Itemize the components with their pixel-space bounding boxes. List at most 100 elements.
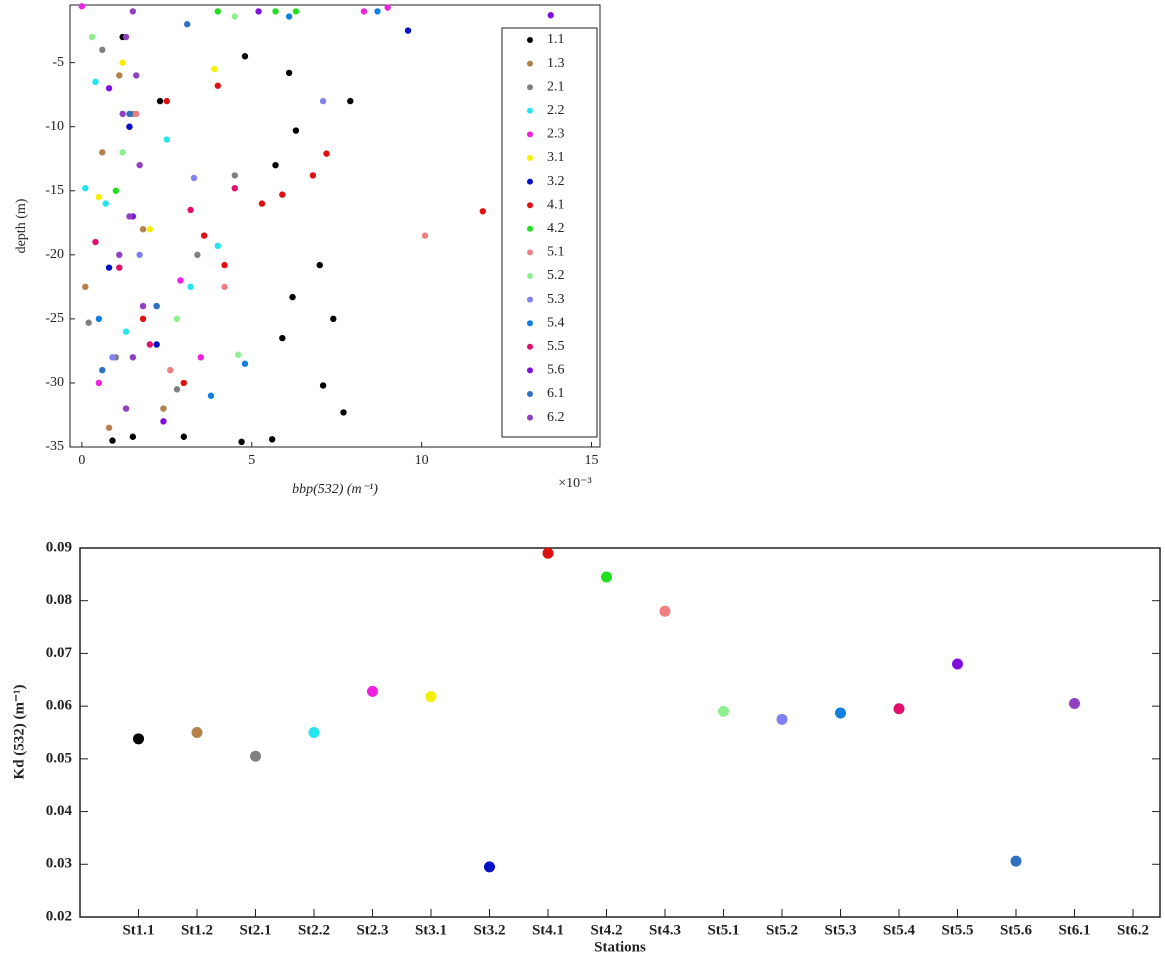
point (374, 8, 381, 15)
point (102, 200, 109, 207)
point (139, 315, 147, 323)
point (112, 187, 120, 194)
point (542, 547, 554, 559)
point (221, 283, 228, 291)
point (139, 302, 147, 310)
x-tick-label: St1.2 (181, 922, 213, 938)
point (129, 433, 137, 440)
legend-label: 5.6 (547, 363, 565, 378)
legend-marker (527, 249, 533, 256)
point (126, 123, 133, 130)
point (197, 354, 205, 361)
point (109, 354, 116, 361)
point (122, 328, 130, 335)
x-tick-label: 10 (415, 453, 429, 468)
point (893, 703, 905, 715)
point (285, 69, 293, 77)
point (1069, 698, 1080, 710)
x-tick-label: St5.6 (1000, 922, 1033, 938)
point (82, 185, 89, 192)
y-axis-label: depth (m) (14, 198, 29, 253)
point (163, 136, 171, 143)
point (231, 13, 238, 20)
point (105, 264, 113, 271)
point (234, 351, 242, 358)
point (122, 405, 130, 412)
point (241, 360, 249, 367)
legend-label: 4.1 (547, 197, 565, 212)
point (146, 226, 154, 233)
point (156, 97, 164, 105)
point (126, 110, 133, 118)
point (200, 232, 208, 239)
point (116, 72, 123, 79)
legend-marker (527, 107, 533, 114)
y-tick-label: -5 (52, 55, 64, 70)
point (109, 437, 116, 444)
point (95, 315, 103, 323)
legend-marker (527, 131, 533, 138)
point (776, 713, 788, 725)
point (133, 110, 140, 118)
point (231, 172, 238, 179)
legend-marker (527, 414, 533, 421)
point (95, 193, 103, 201)
point (272, 161, 279, 169)
x-tick-label: 15 (585, 453, 599, 468)
point (153, 341, 160, 348)
x-tick-label: St4.1 (532, 922, 564, 938)
legend-label: 3.1 (547, 150, 565, 165)
legend-marker (527, 37, 533, 43)
y-tick-label: -30 (45, 375, 64, 390)
x-tick-label: St3.2 (473, 922, 505, 938)
point (139, 226, 147, 233)
point (479, 208, 486, 215)
point (180, 433, 188, 440)
legend-label: 5.5 (547, 339, 565, 354)
y-tick-label: 0.04 (46, 803, 73, 819)
y-axis-label: Kd (532) (m⁻¹) (11, 685, 27, 780)
point (85, 319, 92, 326)
plot-frame (69, 4, 601, 448)
legend-label: 5.2 (547, 268, 565, 283)
legend-box (501, 27, 598, 438)
point (255, 8, 262, 15)
point (119, 59, 126, 66)
x-tick-label: St4.2 (590, 922, 622, 938)
legend-label: 2.3 (547, 127, 565, 142)
point (659, 605, 671, 617)
legend-label: 6.1 (547, 386, 565, 401)
x-tick-label: St6.1 (1058, 922, 1090, 938)
point (160, 405, 167, 412)
x-tick-label: St5.4 (883, 922, 916, 938)
legend-label: 1.1 (547, 32, 565, 47)
legend-marker (527, 60, 533, 67)
legend-label: 5.3 (547, 292, 565, 307)
point (187, 206, 194, 214)
point (425, 691, 437, 703)
point (95, 379, 103, 387)
point (279, 334, 286, 342)
y-tick-label: -15 (45, 183, 64, 198)
point (116, 251, 123, 259)
x-tick-label: St2.2 (298, 922, 330, 938)
point (384, 4, 391, 11)
point (190, 174, 198, 182)
y-tick-label: 0.03 (46, 856, 72, 872)
point (153, 302, 160, 310)
point (191, 727, 203, 738)
point (292, 8, 300, 15)
point (319, 97, 327, 105)
point (360, 8, 368, 15)
point (340, 409, 347, 416)
legend-marker (527, 155, 533, 161)
y-tick-label: 0.02 (46, 908, 72, 924)
legend-label: 2.1 (547, 79, 565, 94)
point (160, 418, 167, 425)
point (163, 97, 171, 105)
point (180, 379, 188, 387)
legend-label: 5.1 (547, 245, 565, 260)
plot-frame (79, 547, 1161, 918)
legend-marker (527, 202, 533, 209)
point (177, 277, 184, 284)
